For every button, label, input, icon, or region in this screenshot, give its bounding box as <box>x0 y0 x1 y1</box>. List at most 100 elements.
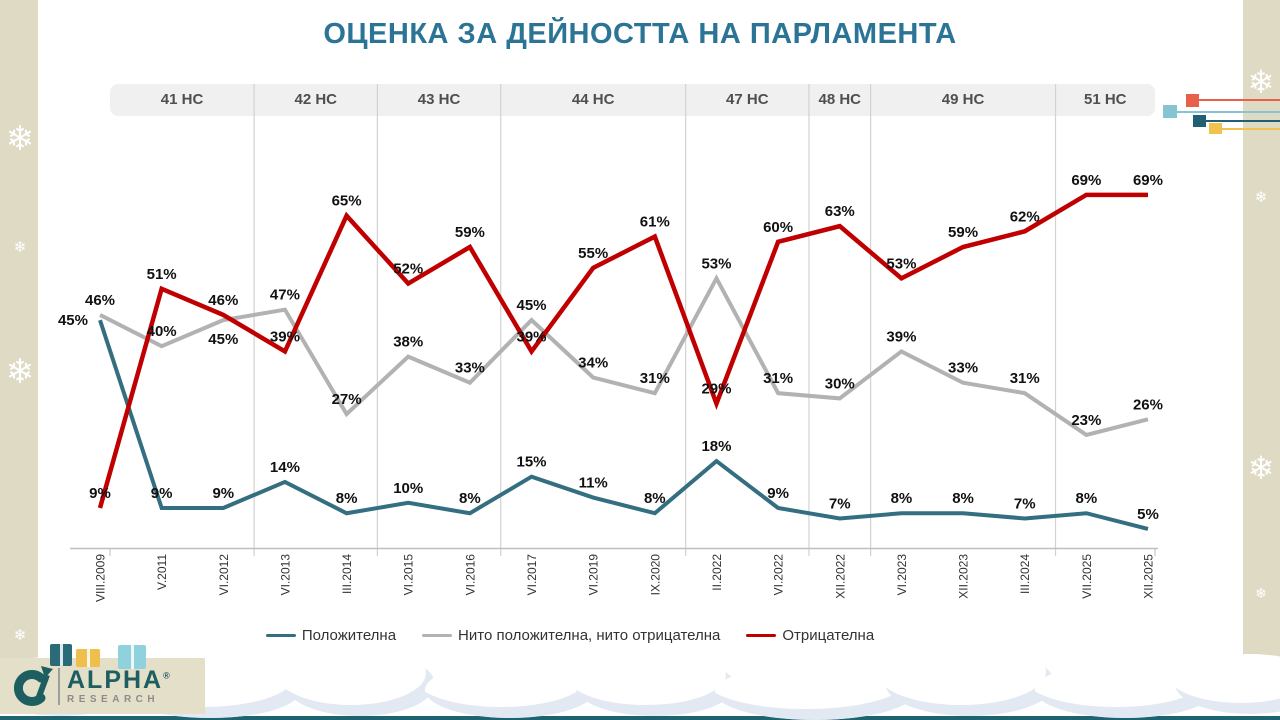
x-axis-label: XII.2023 <box>957 554 971 599</box>
legend-item-negative: Отрицателна <box>746 627 874 644</box>
legend-label-positive: Положителна <box>301 627 397 644</box>
x-axis-label: VIII.2009 <box>94 554 108 602</box>
tag-line <box>1199 99 1280 101</box>
legend-line-swatch-neutral <box>422 633 453 638</box>
gift-icon <box>50 640 72 666</box>
snowflake-icon: ❄ <box>1247 450 1275 486</box>
chart-legend: Положителна Нито положителна, нито отриц… <box>265 627 874 644</box>
snowflake-icon: ❄ <box>1247 64 1275 100</box>
data-label: 33% <box>948 360 978 377</box>
data-label: 39% <box>886 328 916 345</box>
data-label: 15% <box>517 454 547 471</box>
x-axis-label: VI.2016 <box>463 554 477 596</box>
data-label: 9% <box>151 485 173 502</box>
parliament-band-label: 48 НС <box>818 91 862 108</box>
parliament-band-label: 49 НС <box>941 91 985 108</box>
parliament-band-label: 41 НС <box>160 91 204 108</box>
data-label: 7% <box>829 495 851 512</box>
data-label: 8% <box>644 490 666 507</box>
data-label: 34% <box>578 355 608 372</box>
series-line-1 <box>99 274 1149 438</box>
logo-subtitle: RESEARCH <box>67 693 160 705</box>
tag-square-icon <box>1193 115 1206 127</box>
data-label: 60% <box>763 219 793 236</box>
bottom-accent-bar <box>0 714 1280 720</box>
x-axis-label: III.2014 <box>340 554 354 594</box>
data-label: 46% <box>85 292 115 309</box>
data-label: 33% <box>455 360 485 377</box>
gift-icon <box>76 645 100 667</box>
registered-mark: ® <box>163 670 172 681</box>
legend-line-swatch-positive <box>265 633 296 638</box>
snow-mound <box>1035 662 1215 718</box>
x-axis-label: II.2022 <box>710 554 724 591</box>
data-label: 30% <box>825 375 855 392</box>
data-label: 27% <box>332 391 362 408</box>
snowflake-icon: ❄ <box>1255 585 1267 601</box>
legend-line-swatch-negative <box>746 633 777 638</box>
tag-square-icon <box>1186 94 1199 107</box>
x-axis-label: VI.2017 <box>525 554 539 596</box>
parliament-band-label: 51 НС <box>1083 91 1127 108</box>
x-axis-label: III.2024 <box>1018 554 1032 594</box>
data-label: 5% <box>1137 506 1159 523</box>
series-line-2 <box>97 192 1148 509</box>
data-label: 40% <box>147 323 177 340</box>
tag-square-icon <box>1209 123 1222 134</box>
snowflake-icon: ❄ <box>1254 189 1268 206</box>
x-axis-label: VI.2013 <box>278 554 292 596</box>
data-label: 10% <box>393 480 423 497</box>
snowflake-icon: ❄ <box>1254 687 1268 704</box>
series-line-0 <box>98 319 1149 531</box>
data-label: 9% <box>767 485 789 502</box>
snow-mound <box>425 662 595 718</box>
tag-line <box>1177 111 1280 113</box>
data-label: 8% <box>952 490 974 507</box>
parliament-band: 41 НС 42 НС 43 НС 44 НС 47 НС 48 НС 49 НС 51 НС <box>110 84 1155 116</box>
snow-mound <box>715 664 915 720</box>
data-label: 61% <box>640 214 670 231</box>
x-axis-label: VI.2023 <box>895 554 909 596</box>
data-label: 11% <box>579 475 608 492</box>
tag-square-icon <box>1163 105 1177 118</box>
x-axis-label: VII.2025 <box>1080 554 1094 599</box>
parliament-band-label: 43 НС <box>417 91 461 108</box>
snow-mound <box>885 650 1055 716</box>
data-label: 7% <box>1014 495 1036 512</box>
data-label: 23% <box>1071 412 1101 429</box>
data-label: 8% <box>1076 490 1098 507</box>
parliament-band-label: 42 НС <box>294 91 338 108</box>
data-label: 59% <box>948 224 978 241</box>
data-label: 53% <box>701 255 731 272</box>
data-label: 69% <box>1071 172 1101 189</box>
snow-mound <box>575 656 735 716</box>
snowflake-icon: ❄ <box>13 239 27 256</box>
legend-item-positive: Положителна <box>265 627 397 644</box>
data-label: 29% <box>701 381 731 398</box>
parliament-band-label: 47 НС <box>726 91 769 108</box>
data-label: 63% <box>825 203 855 220</box>
snowflake-icon: ❄ <box>5 120 35 158</box>
left-decor-panel <box>0 0 38 720</box>
data-label: 51% <box>147 266 177 283</box>
data-label: 8% <box>891 490 913 507</box>
x-axis-label: VI.2015 <box>402 554 416 596</box>
data-label: 45% <box>208 331 238 348</box>
tag-line <box>1206 120 1280 122</box>
data-label: 69% <box>1133 172 1163 189</box>
data-label: 65% <box>332 193 362 210</box>
snowflake-icon: ❄ <box>5 353 35 391</box>
snowflake-icon: ❄ <box>13 627 27 644</box>
legend-label-negative: Отрицателна <box>782 627 875 644</box>
data-label: 9% <box>212 485 234 502</box>
data-label: 31% <box>640 370 670 387</box>
x-axis-label: V.2011 <box>155 554 169 590</box>
page-title: ОЦЕНКА ЗА ДЕЙНОСТТА НА ПАРЛАМЕНТА <box>323 18 957 50</box>
logo-text: ALPHA® RESEARCH <box>58 667 172 705</box>
legend-item-neutral: Нито положителна, нито отрицателна <box>422 627 720 644</box>
data-label: 62% <box>1010 208 1040 225</box>
x-axis-label: VI.2012 <box>217 554 231 596</box>
data-label: 26% <box>1133 396 1163 413</box>
x-axis-label: IX.2020 <box>648 554 662 596</box>
